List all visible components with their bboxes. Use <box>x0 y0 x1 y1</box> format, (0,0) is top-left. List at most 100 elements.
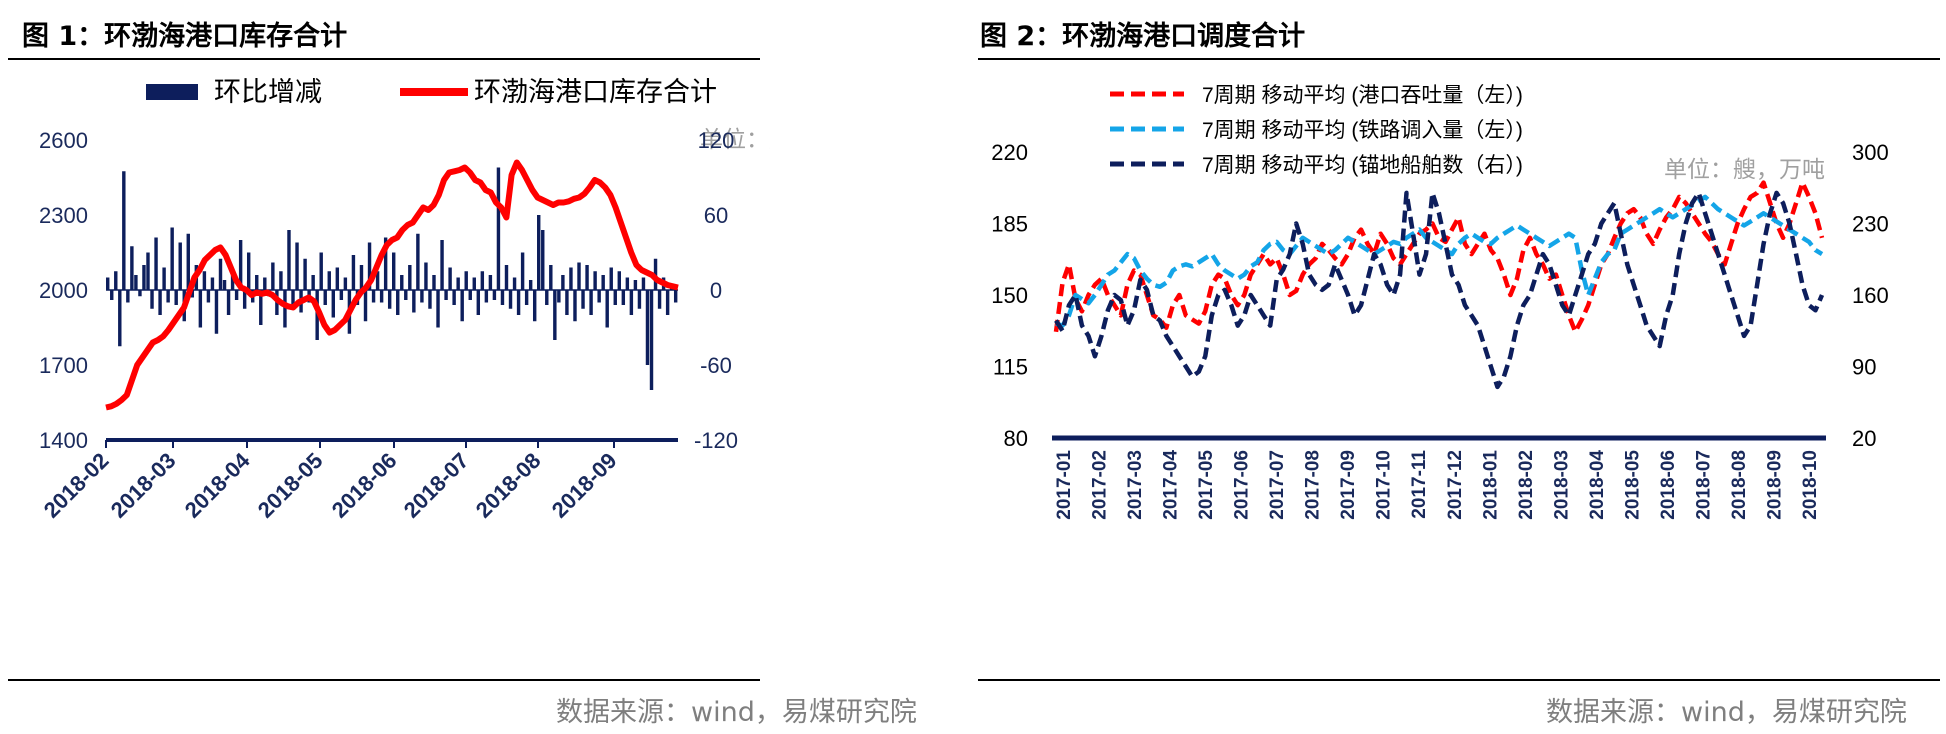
chart2-x-tick-label: 2017-03 <box>1125 450 1146 520</box>
chart1-bar <box>343 277 348 290</box>
chart1-bar <box>500 290 505 305</box>
chart1-bar <box>633 280 638 290</box>
chart2-legend-rail-label: 7周期 移动平均 (铁路调入量（左）) <box>1202 119 1523 142</box>
chart1-bar <box>645 290 650 365</box>
chart1-legend-bar-label: 环比增减 <box>214 77 322 107</box>
chart1-bar <box>520 252 525 290</box>
chart1-bar <box>577 262 581 290</box>
chart1-y-left-label: 1400 <box>39 428 88 453</box>
chart2-rail-inflow-line <box>1056 197 1822 326</box>
chart1-bar <box>649 290 654 390</box>
chart1-bar <box>166 290 170 303</box>
chart1-bar <box>396 290 400 315</box>
chart1-bar <box>287 230 291 290</box>
chart1-bar <box>170 227 174 290</box>
chart1-bar <box>508 290 513 309</box>
chart2-y-left-label: 220 <box>991 140 1028 165</box>
chart2-x-tick-label: 2018-04 <box>1587 450 1608 520</box>
chart1-bar <box>456 277 460 290</box>
chart1-bar <box>553 290 557 340</box>
chart2-x-tick-label: 2017-06 <box>1232 450 1253 520</box>
chart1-plot: 环比增减 环渤海港口库存合计 单位：万吨 2018-022018-032018-… <box>39 77 770 523</box>
chart1-y-left-label: 2600 <box>39 128 88 153</box>
chart1-bar <box>190 290 195 298</box>
chart1-bar <box>496 167 501 290</box>
chart2-legend-port-label: 7周期 移动平均 (港口吞吐量（左）) <box>1202 84 1523 107</box>
chart1-bar <box>472 277 476 290</box>
chart1-bar <box>295 242 299 290</box>
chart2-x-tick-label: 2018-07 <box>1693 450 1714 520</box>
chart1-bar <box>532 290 537 322</box>
chart1-bar <box>154 237 158 290</box>
chart1-bar <box>122 171 126 290</box>
chart1-bar <box>158 290 162 315</box>
chart1-bar <box>408 265 412 290</box>
chart1-bar <box>581 290 585 309</box>
chart2-x-tick-label: 2017-05 <box>1196 450 1217 520</box>
chart1-bar <box>106 277 110 290</box>
chart2-anchored-ships-line <box>1056 193 1822 387</box>
chart2-unit-label: 单位：艘，万吨 <box>1664 156 1825 182</box>
chart2-plot: 7周期 移动平均 (港口吞吐量（左）) 7周期 移动平均 (铁路调入量（左）) … <box>991 84 1888 520</box>
chart1-bar <box>528 280 533 290</box>
chart1-bar <box>387 290 392 309</box>
chart2-y-left-label: 150 <box>991 283 1028 308</box>
chart2-x-tick-label: 2017-07 <box>1267 450 1288 520</box>
chart1-bar <box>255 275 259 290</box>
chart1-bar <box>327 271 331 290</box>
chart1-bar <box>464 271 468 290</box>
chart1-bar <box>484 290 489 303</box>
chart2-x-tick-label: 2017-12 <box>1445 450 1466 520</box>
chart1-bar <box>557 290 561 303</box>
chart1-y-left-label: 2000 <box>39 278 88 303</box>
chart1-bar <box>589 290 593 315</box>
chart1-bar <box>371 290 376 303</box>
chart1-bar <box>162 267 166 290</box>
chart1-bar <box>416 233 420 290</box>
chart2-x-tick-label: 2017-11 <box>1409 450 1430 519</box>
chart1-bar <box>291 290 295 305</box>
chart1-bar <box>412 290 416 313</box>
chart1-inventory-line <box>105 159 679 411</box>
chart1-bar <box>617 271 621 290</box>
chart1-bar <box>637 290 642 309</box>
chart1-bar <box>259 290 263 325</box>
chart1-bar <box>311 275 315 290</box>
chart1-bar <box>226 290 231 315</box>
chart1-bar <box>452 290 456 305</box>
chart1-bar <box>319 252 323 290</box>
chart2-source: 数据来源：wind，易煤研究院 <box>1546 697 1907 728</box>
chart1-bar <box>512 277 517 290</box>
chart1-bar <box>335 267 340 290</box>
chart1-bar <box>609 267 613 290</box>
chart2-top-rule <box>978 58 1940 60</box>
chart2-x-tick-label: 2017-02 <box>1090 450 1111 520</box>
chart1-bar <box>476 290 481 315</box>
chart1-bar <box>339 290 344 300</box>
chart1-bar <box>545 290 549 305</box>
chart1-top-rule <box>8 58 760 60</box>
chart1-bar <box>218 258 223 290</box>
chart2-x-tick-label: 2018-06 <box>1658 450 1679 520</box>
chart1-bar <box>629 290 634 315</box>
chart1-bar <box>621 290 626 305</box>
chart1-bar <box>428 290 432 309</box>
chart2-bottom-rule <box>978 679 1940 681</box>
chart1-bar <box>625 277 630 290</box>
chart1-bottom-rule <box>8 679 760 681</box>
chart1-bar <box>242 290 247 309</box>
chart1-bar <box>146 252 150 290</box>
chart1-bar <box>524 290 529 305</box>
chart1-bar <box>303 258 307 290</box>
chart1-bar <box>468 290 472 300</box>
chart1-bar <box>585 265 589 290</box>
chart1-bar <box>593 271 597 290</box>
chart2-axes: 2017-01 2017-02 2017-03 2017-04 2017-05 2017-… <box>991 140 1888 520</box>
chart1-bar <box>110 290 114 300</box>
chart1-bar <box>323 290 327 305</box>
chart1-y-right-label: -120 <box>694 428 738 453</box>
chart1-bar <box>351 255 356 290</box>
chart1-legend-line-label: 环渤海港口库存合计 <box>474 77 717 107</box>
chart1-bar <box>379 290 384 303</box>
chart1-y-right-label: -60 <box>700 353 732 378</box>
